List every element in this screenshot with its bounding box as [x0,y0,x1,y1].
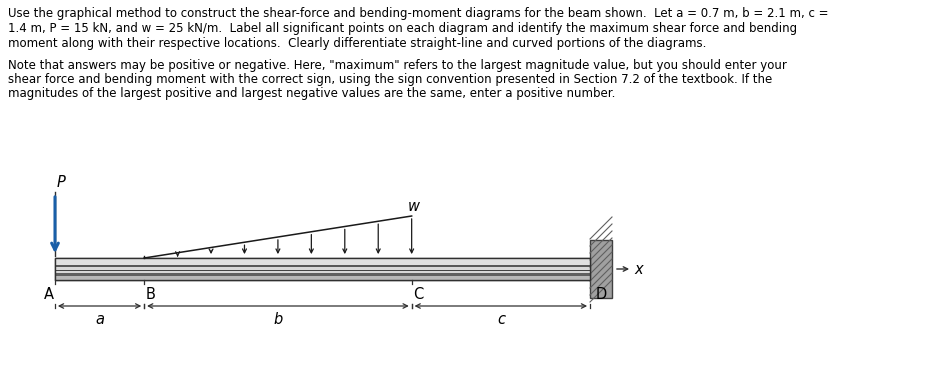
Bar [55,258,589,280]
Bar [55,258,589,280]
Text: x: x [633,261,642,277]
Text: moment along with their respective locations.  Clearly differentiate straight-li: moment along with their respective locat… [8,37,705,50]
Text: 1.4 m, P = 15 kN, and w = 25 kN/m.  Label all significant points on each diagram: 1.4 m, P = 15 kN, and w = 25 kN/m. Label… [8,22,797,35]
Bar [55,258,589,266]
Text: a: a [95,312,104,327]
Text: c: c [497,312,504,327]
Text: b: b [273,312,282,327]
Text: B: B [145,287,155,302]
Text: D: D [595,287,606,302]
Text: magnitudes of the largest positive and largest negative values are the same, ent: magnitudes of the largest positive and l… [8,87,615,100]
Text: C: C [413,287,423,302]
Text: shear force and bending moment with the correct sign, using the sign convention : shear force and bending moment with the … [8,73,771,86]
Bar [55,267,589,273]
Text: Note that answers may be positive or negative. Here, "maximum" refers to the lar: Note that answers may be positive or neg… [8,59,786,72]
Text: w: w [407,199,419,214]
Text: P: P [57,175,66,190]
Bar [55,266,589,267]
Bar [55,276,589,280]
Bar [55,273,589,276]
Text: Use the graphical method to construct the shear-force and bending-moment diagram: Use the graphical method to construct th… [8,7,828,20]
Text: A: A [44,287,54,302]
Bar [589,240,612,298]
